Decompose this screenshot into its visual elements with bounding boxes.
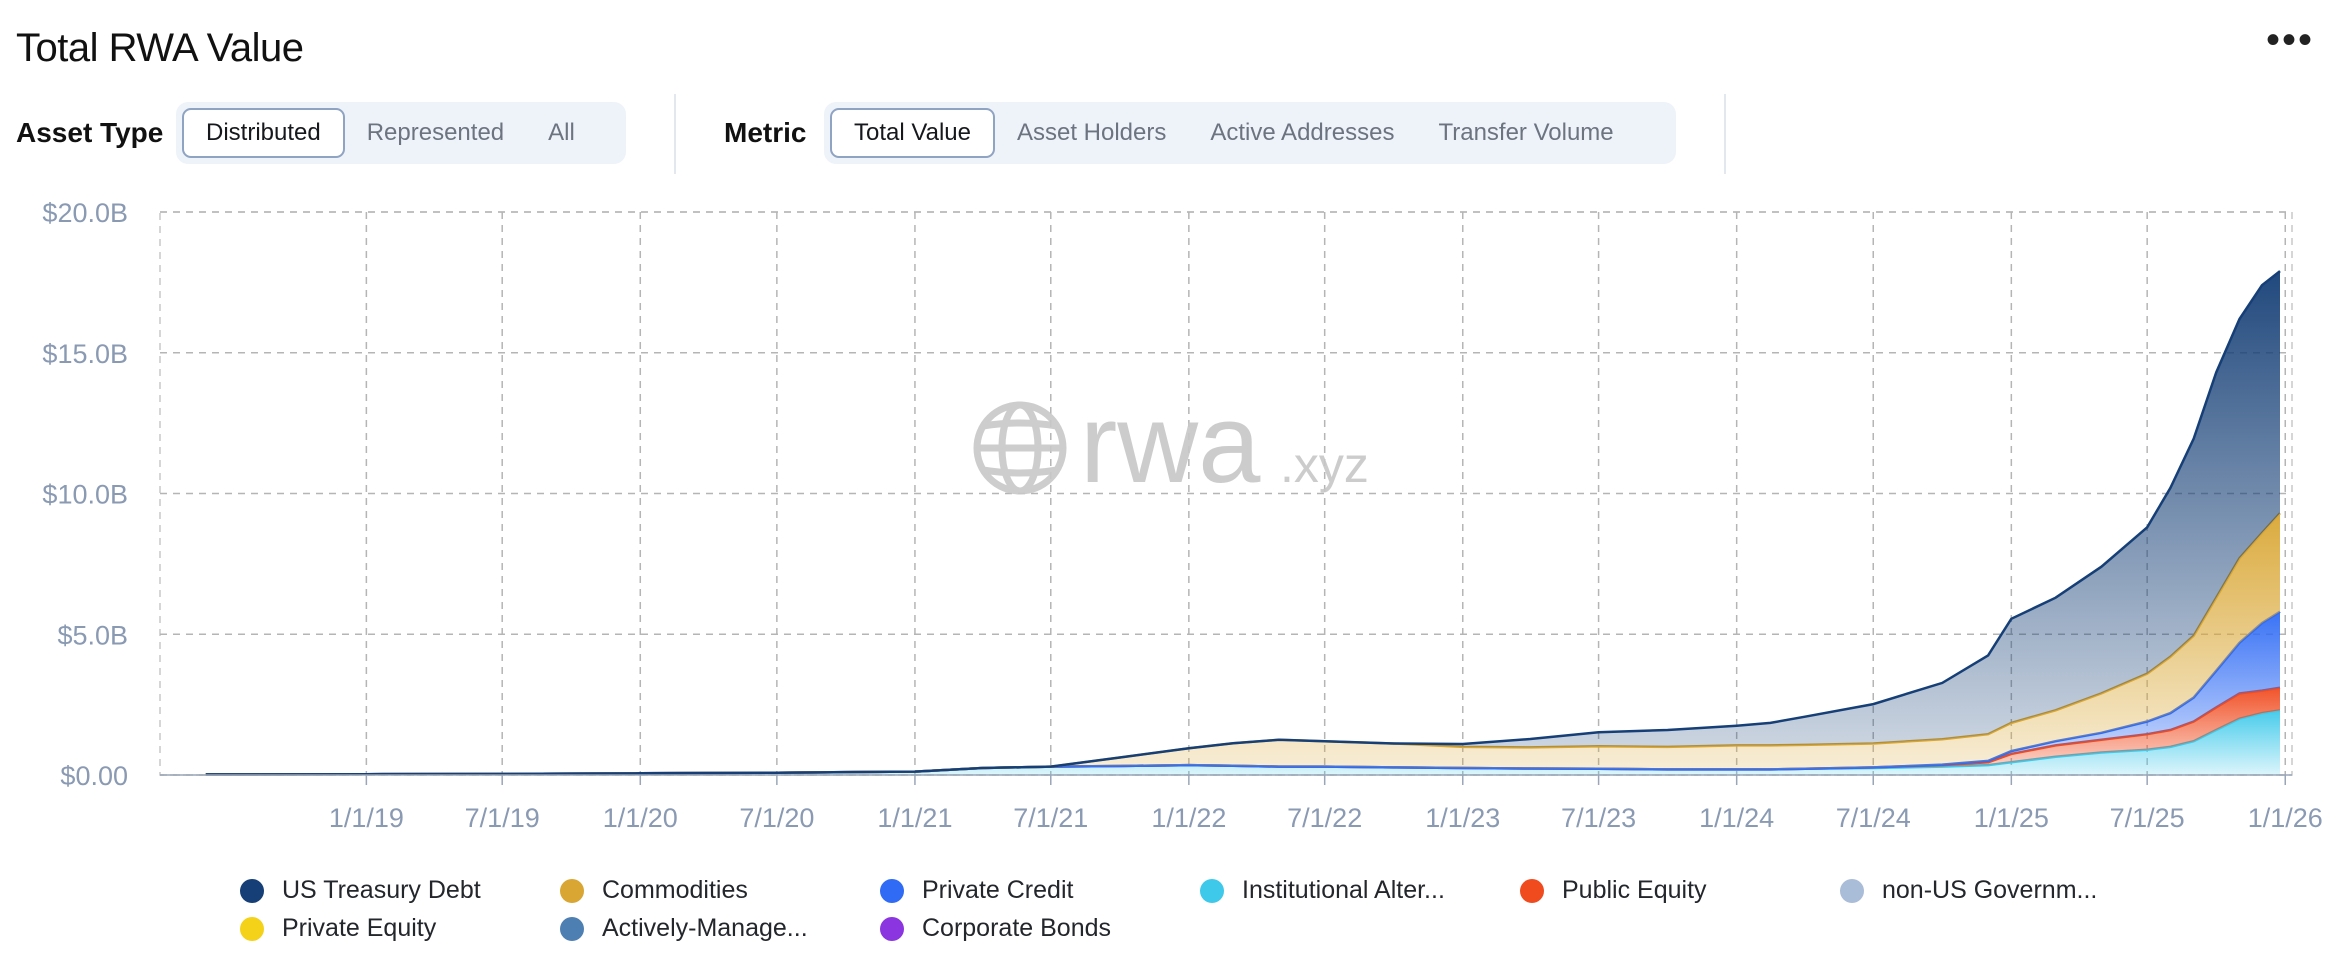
legend-item[interactable]: Private Credit — [880, 876, 1073, 905]
watermark-suffix: .xyz — [1280, 437, 1369, 493]
legend-item[interactable]: non-US Governm... — [1840, 876, 2097, 905]
metric-label: Metric — [724, 117, 807, 148]
legend-color-dot — [560, 916, 584, 941]
legend-label: US Treasury Debt — [282, 876, 481, 904]
watermark-brand: rwa — [1080, 381, 1261, 506]
x-tick-label: 7/1/20 — [739, 803, 814, 833]
chart-axes: $0.00 $5.0B $10.0B $15.0B $20.0B 1/1/19 7/1/19… — [42, 198, 2322, 833]
legend-color-dot — [240, 916, 264, 941]
watermark: rwa .xyz — [973, 381, 1369, 506]
metric-asset-holders-button[interactable]: Asset Holders — [1016, 119, 1167, 146]
legend-color-dot — [880, 916, 904, 941]
divider — [1724, 94, 1726, 174]
metric-active-addresses-button[interactable]: Active Addresses — [1210, 119, 1395, 146]
metric-transfer-volume-button[interactable]: Transfer Volume — [1438, 119, 1614, 146]
globe-icon — [973, 401, 1067, 495]
x-tick-label: 1/1/26 — [2248, 803, 2323, 833]
x-tick-label: 1/1/22 — [1151, 803, 1226, 833]
y-tick-label: $20.0B — [42, 198, 128, 228]
chart-areas — [205, 270, 2281, 776]
y-tick-label: $15.0B — [42, 339, 128, 369]
x-tick-label: 1/1/25 — [1974, 803, 2049, 833]
legend-item[interactable]: Public Equity — [1520, 876, 1707, 905]
legend-item[interactable]: Corporate Bonds — [880, 914, 1111, 943]
legend-color-dot — [1840, 878, 1864, 903]
x-tick-label: 7/1/25 — [2110, 803, 2185, 833]
legend-label: Actively-Manage... — [602, 914, 808, 942]
legend-item[interactable]: Commodities — [560, 876, 748, 905]
x-tick-label: 1/1/20 — [603, 803, 678, 833]
legend-label: Public Equity — [1562, 876, 1707, 904]
legend-color-dot — [880, 878, 904, 903]
x-tick-label: 1/1/24 — [1699, 803, 1774, 833]
asset-type-all-button[interactable]: All — [548, 119, 575, 146]
legend-item[interactable]: Private Equity — [240, 914, 436, 943]
asset-type-represented-button[interactable]: Represented — [366, 119, 505, 146]
asset-type-label: Asset Type — [16, 117, 164, 148]
rwa-value-chart: rwa .xyz $0.00 $5.0B $10.0B $15.0B $20.0B 1/1… — [42, 198, 2322, 833]
legend-color-dot — [560, 878, 584, 903]
legend-label: Commodities — [602, 876, 748, 904]
legend-label: non-US Governm... — [1882, 876, 2098, 904]
x-tick-label: 1/1/21 — [877, 803, 952, 833]
x-tick-label: 1/1/23 — [1425, 803, 1500, 833]
legend-label: Private Credit — [922, 876, 1074, 904]
y-tick-label: $0.00 — [60, 761, 128, 791]
legend-label: Institutional Alter... — [1242, 876, 1445, 904]
x-tick-label: 7/1/23 — [1561, 803, 1636, 833]
divider — [674, 94, 676, 174]
metric-selector: Total Value Asset Holders Active Address… — [824, 102, 1676, 164]
more-options-icon[interactable]: ••• — [2265, 18, 2314, 62]
legend-label: Corporate Bonds — [922, 914, 1112, 942]
asset-type-selector: Distributed Represented All — [176, 102, 626, 164]
x-tick-label: 7/1/21 — [1013, 803, 1088, 833]
legend-color-dot — [240, 878, 264, 903]
metric-total-value-button[interactable]: Total Value — [830, 108, 995, 158]
legend-item[interactable]: Actively-Manage... — [560, 914, 808, 943]
area-institutional-alter — [205, 710, 2280, 775]
y-tick-label: $10.0B — [42, 480, 128, 510]
x-tick-label: 1/1/19 — [329, 803, 404, 833]
legend-item[interactable]: US Treasury Debt — [240, 876, 481, 905]
legend-item[interactable]: Institutional Alter... — [1200, 876, 1445, 905]
area-us-treasury-debt — [205, 271, 2280, 775]
line-us-treasury-debt — [205, 270, 2281, 776]
asset-type-distributed-button[interactable]: Distributed — [182, 108, 345, 158]
legend-label: Private Equity — [282, 914, 437, 942]
x-tick-label: 7/1/19 — [465, 803, 540, 833]
legend-color-dot — [1520, 878, 1544, 903]
y-tick-label: $5.0B — [57, 620, 128, 650]
legend-color-dot — [1200, 878, 1224, 903]
page-title: Total RWA Value — [16, 26, 304, 70]
x-tick-label: 7/1/22 — [1287, 803, 1362, 833]
x-tick-label: 7/1/24 — [1836, 803, 1911, 833]
